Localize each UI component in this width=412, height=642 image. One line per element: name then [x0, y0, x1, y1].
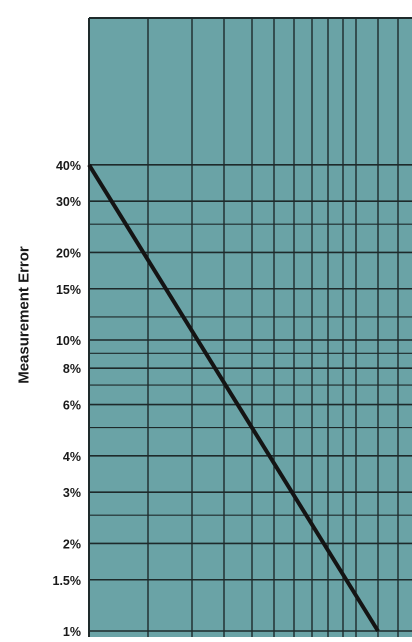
y-tick-label: 15% [56, 283, 81, 297]
y-axis-label-wrap: Measurement Error [2, 210, 46, 420]
series-layer [87, 163, 380, 633]
horizontal-gridlines [89, 164, 412, 632]
y-tick-label: 40% [56, 159, 81, 173]
y-tick-label: 8% [63, 362, 81, 376]
y-tick-label: 10% [56, 334, 81, 348]
plot-area [89, 18, 412, 637]
y-tick-label: 3% [63, 486, 81, 500]
y-axis-label: Measurement Error [15, 246, 33, 384]
y-tick-label: 1.5% [53, 574, 82, 588]
plot-background [89, 18, 412, 637]
y-tick-label: 20% [56, 246, 81, 260]
y-tick-label: 6% [63, 399, 81, 413]
series-line [87, 163, 380, 633]
y-tick-label: 1% [63, 625, 81, 637]
y-tick-labels: 40% 30% 20% 15% 10% 8% 6% 4% 3% 2% 1.5% 1% [53, 159, 82, 639]
y-tick-label: 2% [63, 537, 81, 551]
y-tick-label: 30% [56, 195, 81, 209]
y-tick-label: 4% [63, 450, 81, 464]
